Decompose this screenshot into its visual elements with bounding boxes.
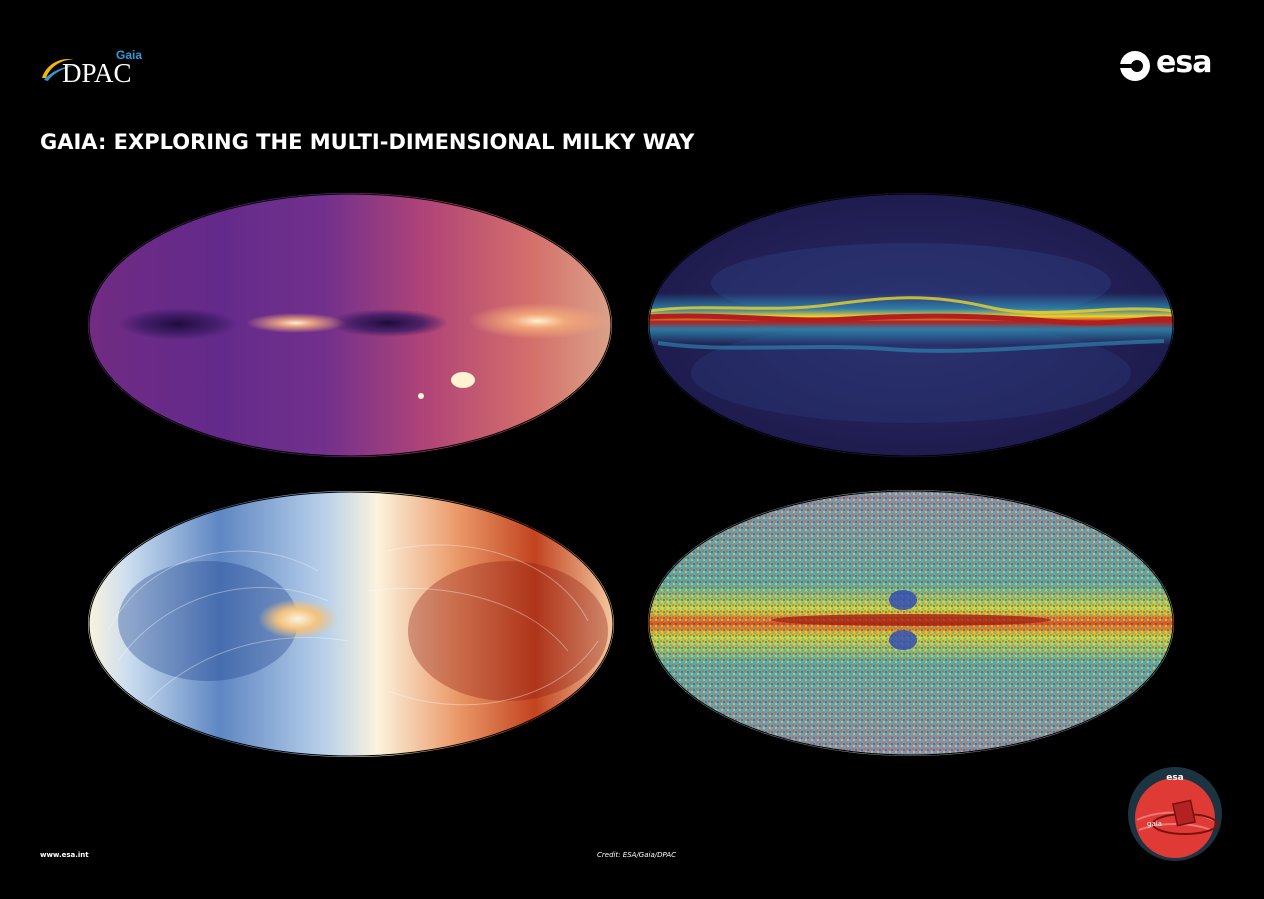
page-title: GAIA: EXPLORING THE MULTI-DIMENSIONAL MI…	[40, 130, 695, 154]
sky-map-dust	[648, 193, 1174, 457]
badge-gaia-text: gaia	[1147, 820, 1162, 828]
sky-map-star-density	[88, 193, 612, 457]
esa-mark-icon	[1120, 51, 1150, 81]
footer-url[interactable]: www.esa.int	[40, 851, 89, 859]
gaia-mission-badge: esa gaia	[1128, 767, 1222, 861]
sky-map-velocity	[88, 491, 614, 757]
dpac-logo-text: DPAC	[62, 58, 132, 88]
dpac-swoosh-icon	[42, 58, 74, 81]
esa-logo-text: esa	[1156, 45, 1212, 80]
footer-credit: Credit: ESA/Gaia/DPAC	[597, 851, 677, 859]
esa-logo: esa	[1118, 45, 1228, 87]
gaia-dpac-logo: Gaia DPAC	[40, 48, 150, 92]
dpac-logo-gaia-text: Gaia	[116, 48, 143, 62]
sky-map-rainbow	[648, 490, 1174, 756]
badge-esa-text: esa	[1166, 773, 1184, 783]
